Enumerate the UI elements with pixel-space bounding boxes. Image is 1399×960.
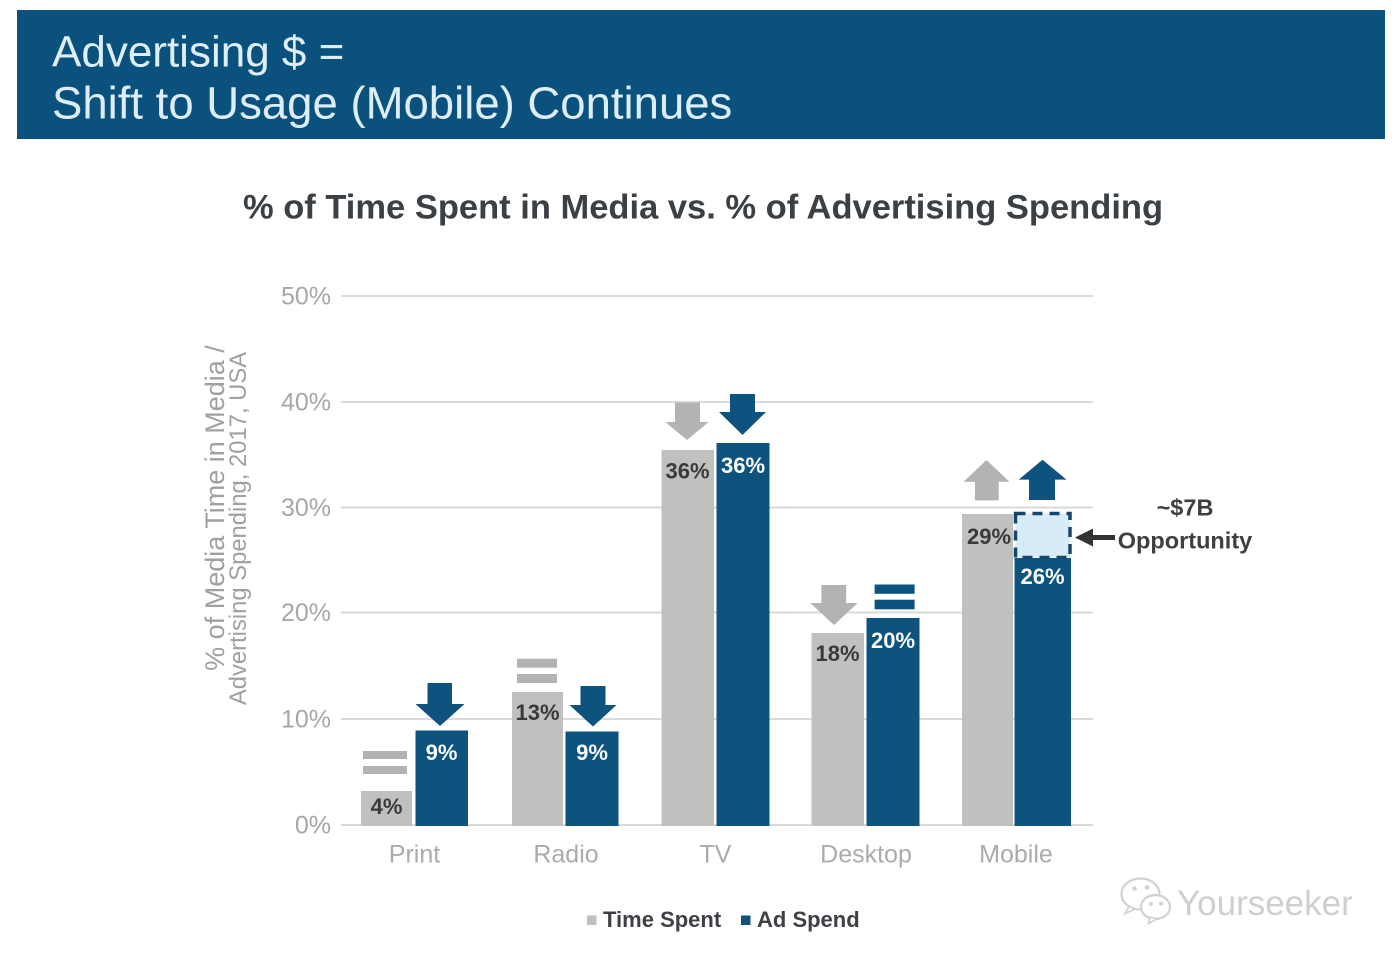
- svg-text:4%: 4%: [371, 794, 403, 819]
- svg-text:Shift to Usage (Mobile) Contin: Shift to Usage (Mobile) Continues: [52, 78, 732, 129]
- svg-text:~$7B: ~$7B: [1157, 495, 1214, 521]
- svg-text:Yourseeker: Yourseeker: [1177, 884, 1353, 923]
- svg-text:Time Spent: Time Spent: [603, 907, 722, 932]
- svg-text:40%: 40%: [281, 388, 331, 416]
- svg-text:Radio: Radio: [533, 841, 598, 869]
- svg-text:10%: 10%: [281, 705, 331, 733]
- svg-text:36%: 36%: [721, 453, 765, 478]
- svg-text:Desktop: Desktop: [820, 841, 912, 869]
- svg-text:20%: 20%: [871, 628, 915, 653]
- svg-text:9%: 9%: [576, 740, 608, 765]
- svg-text:26%: 26%: [1020, 564, 1064, 589]
- svg-text:Print: Print: [389, 841, 440, 869]
- svg-text:% of Media Time in Media /: % of Media Time in Media /: [200, 345, 230, 671]
- svg-text:30%: 30%: [281, 494, 331, 522]
- svg-text:Advertising Spending, 2017, US: Advertising Spending, 2017, USA: [225, 352, 252, 705]
- svg-text:Opportunity: Opportunity: [1118, 528, 1252, 554]
- svg-text:50%: 50%: [281, 282, 331, 310]
- svg-text:TV: TV: [700, 841, 732, 869]
- svg-text:Advertising $ =: Advertising $ =: [52, 28, 344, 77]
- svg-text:Ad Spend: Ad Spend: [757, 907, 860, 932]
- svg-text:0%: 0%: [295, 811, 331, 839]
- svg-text:29%: 29%: [967, 524, 1011, 549]
- svg-text:% of Time Spent in Media vs. %: % of Time Spent in Media vs. % of Advert…: [243, 189, 1163, 227]
- svg-text:20%: 20%: [281, 599, 331, 627]
- svg-text:18%: 18%: [815, 641, 859, 666]
- svg-text:13%: 13%: [515, 700, 559, 725]
- svg-text:36%: 36%: [665, 459, 709, 484]
- svg-text:Mobile: Mobile: [979, 841, 1053, 869]
- svg-text:9%: 9%: [426, 740, 458, 765]
